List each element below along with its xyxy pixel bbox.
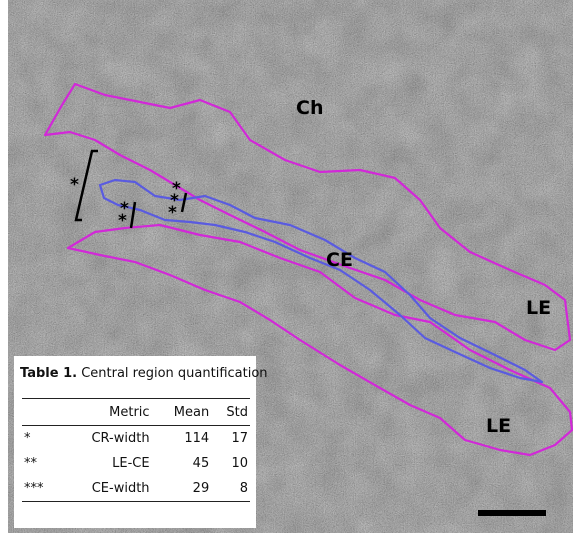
page: Ch CE LE LE ****** Table 1. Central regi… bbox=[0, 0, 573, 533]
cell: *** bbox=[22, 476, 58, 502]
scale-bar bbox=[478, 510, 546, 516]
cell: 29 bbox=[152, 476, 212, 502]
table-panel: Table 1. Central region quantification M… bbox=[14, 356, 256, 528]
region-label: CE bbox=[326, 249, 353, 271]
region-label: LE bbox=[486, 415, 511, 437]
cell: 8 bbox=[211, 476, 250, 502]
cell: ** bbox=[22, 451, 58, 476]
header-cell bbox=[22, 400, 58, 426]
cell: * bbox=[22, 426, 58, 452]
cell: 17 bbox=[211, 426, 250, 452]
header-cell: Std bbox=[211, 400, 250, 426]
rule bbox=[22, 398, 250, 399]
caption-text: Central region quantification bbox=[81, 366, 267, 381]
cell: 114 bbox=[152, 426, 212, 452]
table-title: Table 1. bbox=[20, 366, 77, 381]
cell: CE-width bbox=[58, 476, 152, 502]
cell: LE-CE bbox=[58, 451, 152, 476]
region-label: Ch bbox=[296, 97, 323, 119]
region-label: LE bbox=[526, 297, 551, 319]
cell: 45 bbox=[152, 451, 212, 476]
table-caption: Table 1. Central region quantification bbox=[20, 366, 268, 381]
header-cell: Metric bbox=[58, 400, 152, 426]
header-cell: Mean bbox=[152, 400, 212, 426]
cell: CR-width bbox=[58, 426, 152, 452]
annotation: * bbox=[70, 175, 79, 195]
cell: 10 bbox=[211, 451, 250, 476]
